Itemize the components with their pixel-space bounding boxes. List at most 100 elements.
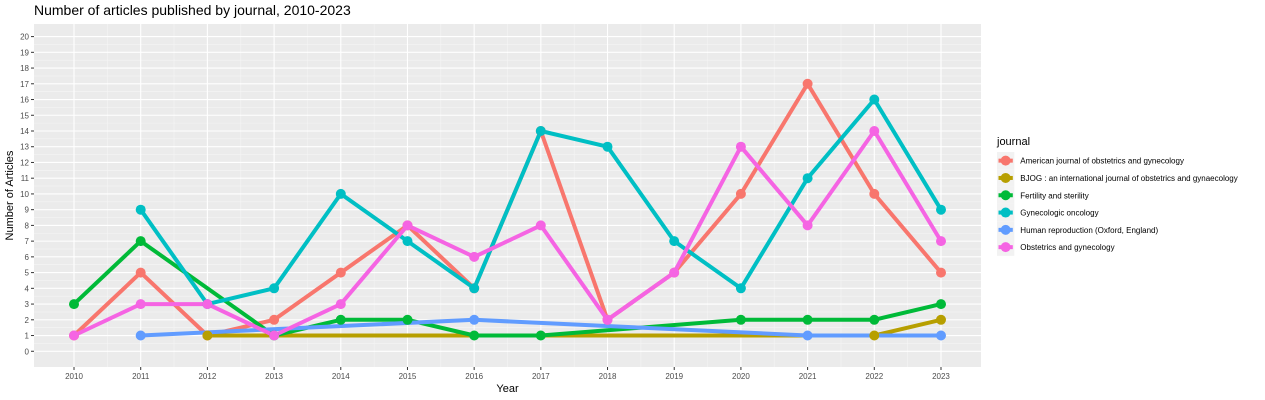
- data-point: [469, 330, 480, 341]
- legend: journal American journal of obstetrics a…: [996, 136, 1238, 256]
- legend-label: Human reproduction (Oxford, England): [1020, 226, 1158, 235]
- x-tick-label: 2011: [132, 372, 150, 381]
- data-point: [135, 330, 146, 341]
- x-tick-label: 2010: [65, 372, 83, 381]
- data-point: [202, 330, 213, 341]
- legend-key-point: [1000, 172, 1011, 183]
- data-point: [735, 188, 746, 199]
- legend-label: Obstetrics and gynecology: [1020, 243, 1114, 252]
- data-point: [69, 299, 79, 310]
- data-point: [269, 330, 280, 341]
- data-point: [802, 78, 813, 89]
- data-point: [469, 314, 480, 325]
- x-tick-label: 2014: [332, 372, 350, 381]
- y-tick-label: 19: [20, 48, 29, 57]
- data-point: [469, 283, 480, 294]
- y-axis-title: Number of Articles: [4, 150, 16, 240]
- y-tick-label: 17: [20, 80, 29, 89]
- y-tick-label: 16: [20, 96, 29, 105]
- legend-items: American journal of obstetrics and gynec…: [997, 152, 1238, 256]
- x-axis: 2010 2011 2012 2013 2014 2015 2016 2017 2018 2019…: [65, 367, 950, 381]
- x-tick-label: 2018: [599, 372, 617, 381]
- y-tick-label: 11: [21, 174, 30, 183]
- data-point: [869, 94, 880, 105]
- data-point: [602, 314, 613, 325]
- y-tick-label: 10: [20, 190, 29, 199]
- data-point: [602, 141, 613, 152]
- data-point: [735, 141, 746, 152]
- data-point: [802, 220, 813, 231]
- data-point: [735, 314, 746, 325]
- y-tick-label: 3: [25, 300, 30, 309]
- data-point: [269, 314, 280, 325]
- legend-label: BJOG : an international journal of obste…: [1020, 174, 1237, 183]
- data-point: [135, 236, 146, 247]
- data-point: [802, 330, 813, 341]
- data-point: [869, 188, 880, 199]
- legend-label: American journal of obstetrics and gynec…: [1020, 157, 1184, 166]
- y-tick-label: 14: [20, 127, 29, 136]
- y-tick-label: 1: [25, 332, 30, 341]
- y-tick-label: 2: [25, 316, 30, 325]
- data-point: [869, 330, 880, 341]
- data-point: [869, 314, 880, 325]
- data-point: [535, 330, 546, 341]
- y-tick-label: 5: [25, 269, 30, 278]
- y-tick-label: 6: [25, 253, 30, 262]
- data-point: [135, 204, 146, 215]
- y-tick-label: 15: [20, 111, 29, 120]
- data-point: [936, 299, 946, 310]
- grid-major: [34, 24, 981, 367]
- y-tick-label: 12: [20, 158, 29, 167]
- legend-item: BJOG : an international journal of obste…: [997, 169, 1238, 187]
- legend-key-point: [1000, 190, 1011, 201]
- data-point: [669, 267, 680, 278]
- x-tick-label: 2019: [665, 372, 683, 381]
- data-point: [802, 173, 813, 184]
- data-point: [936, 330, 946, 341]
- data-point: [669, 236, 680, 247]
- x-tick-label: 2020: [732, 372, 750, 381]
- data-point: [335, 314, 346, 325]
- x-tick-label: 2017: [532, 372, 550, 381]
- chart-title: Number of articles published by journal,…: [34, 2, 351, 18]
- data-point: [335, 299, 346, 310]
- y-tick-label: 9: [25, 206, 30, 215]
- legend-key-point: [1000, 242, 1011, 253]
- x-tick-label: 2015: [399, 372, 417, 381]
- x-tick-label: 2022: [865, 372, 883, 381]
- legend-item: Obstetrics and gynecology: [997, 238, 1115, 256]
- data-point: [402, 220, 413, 231]
- data-point: [936, 314, 946, 325]
- data-point: [402, 236, 413, 247]
- y-tick-label: 18: [20, 64, 29, 73]
- legend-item: Human reproduction (Oxford, England): [997, 221, 1158, 239]
- series-points: [69, 78, 946, 341]
- data-point: [69, 330, 79, 341]
- legend-key-point: [1000, 207, 1011, 218]
- legend-item: American journal of obstetrics and gynec…: [997, 152, 1184, 170]
- x-tick-label: 2016: [465, 372, 483, 381]
- data-point: [335, 267, 346, 278]
- legend-label: Gynecologic oncology: [1020, 209, 1098, 218]
- data-point: [469, 251, 480, 262]
- legend-title: journal: [996, 136, 1030, 148]
- series-line: [73, 129, 943, 338]
- data-point: [202, 299, 213, 310]
- legend-item: Fertility and sterility: [997, 186, 1089, 204]
- y-tick-label: 7: [25, 237, 30, 246]
- data-point: [135, 267, 146, 278]
- y-tick-label: 13: [20, 143, 29, 152]
- x-axis-title: Year: [496, 383, 519, 395]
- data-point: [735, 283, 746, 294]
- data-point: [869, 126, 880, 136]
- y-tick-label: 8: [25, 221, 30, 230]
- y-tick-label: 20: [20, 33, 29, 42]
- data-point: [936, 204, 946, 215]
- data-point: [936, 267, 946, 278]
- x-tick-label: 2021: [799, 372, 817, 381]
- y-tick-label: 4: [25, 284, 30, 293]
- data-point: [802, 314, 813, 325]
- x-tick-label: 2013: [265, 372, 283, 381]
